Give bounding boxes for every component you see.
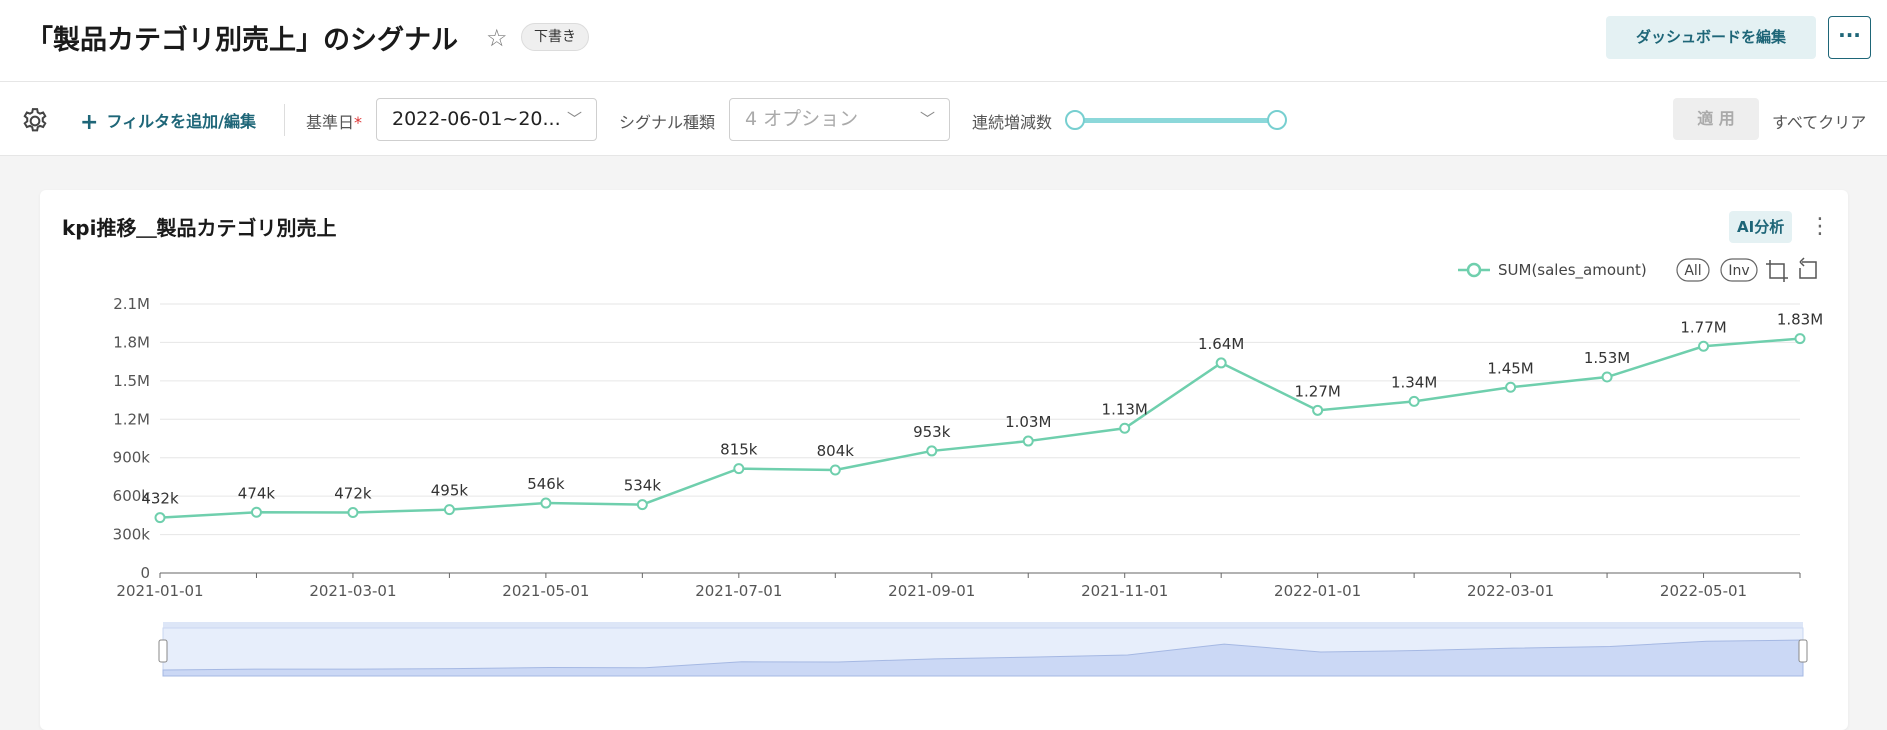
x-tick-label: 2022-05-01 <box>1660 582 1747 600</box>
zoom-slider-top-bar[interactable] <box>163 622 1803 630</box>
signal-type-placeholder: 4 オプション <box>745 108 859 130</box>
x-tick-label: 2022-01-01 <box>1274 582 1361 600</box>
x-tick-label: 2021-05-01 <box>502 582 589 600</box>
y-tick-label: 2.1M <box>113 295 150 313</box>
filter-bar: + フィルタを追加/編集 基準日* 2022-06-01~20... ﹀ シグナル… <box>0 82 1887 156</box>
draft-status-badge: 下書き <box>521 23 589 51</box>
invert-selection-label: Inv <box>1728 263 1749 279</box>
consecutive-count-slider-track[interactable] <box>1075 118 1278 123</box>
line-chart: 0 300k 600k 900k 1.2M 1.5M 1.8M 2.1M 2021-01-01 2… <box>113 257 1823 677</box>
data-label: 1.27M <box>1294 382 1340 400</box>
x-tick-label: 2021-09-01 <box>888 582 975 600</box>
data-point[interactable] <box>1505 381 1517 393</box>
data-point[interactable] <box>540 497 552 509</box>
data-label: 1.03M <box>1005 413 1051 431</box>
data-point[interactable] <box>1312 404 1324 416</box>
data-point[interactable] <box>829 464 841 476</box>
x-tick-label: 2021-07-01 <box>695 582 782 600</box>
slider-max-handle[interactable] <box>1267 110 1287 130</box>
zoom-slider-preview <box>162 639 1804 677</box>
data-point[interactable] <box>1022 435 1034 447</box>
y-tick-label: 900k <box>113 449 151 467</box>
data-point[interactable] <box>250 506 262 518</box>
add-filter-label: フィルタを追加/編集 <box>106 112 256 131</box>
ai-analysis-button[interactable]: AI分析 <box>1729 211 1793 243</box>
legend-marker-icon[interactable] <box>1466 262 1482 278</box>
data-point[interactable] <box>1408 395 1420 407</box>
gear-icon[interactable] <box>20 106 50 136</box>
data-label: 1.64M <box>1198 335 1244 353</box>
y-tick-label: 0 <box>140 564 150 582</box>
zoom-reset-icon[interactable] <box>1799 257 1817 279</box>
page-header: 「製品カテゴリ別売上」のシグナル ☆ 下書き ダッシュボードを編集 ··· <box>0 0 1887 82</box>
y-tick-label: 300k <box>113 526 151 544</box>
signal-type-select[interactable]: 4 オプション ﹀ <box>729 98 950 141</box>
x-tick-label: 2021-01-01 <box>116 582 203 600</box>
page-title: 「製品カテゴリ別売上」のシグナル <box>26 25 458 56</box>
data-label: 1.83M <box>1777 311 1823 329</box>
data-label: 432k <box>141 490 179 508</box>
edit-dashboard-button[interactable]: ダッシュボードを編集 <box>1606 16 1816 59</box>
data-label: 1.53M <box>1584 349 1630 367</box>
consecutive-count-label: 連続増減数 <box>972 113 1053 132</box>
divider <box>284 104 285 136</box>
clear-all-link[interactable]: すべてクリア <box>1772 113 1867 132</box>
signal-type-label: シグナル種類 <box>619 113 716 132</box>
data-label: 495k <box>431 482 469 500</box>
data-label: 1.77M <box>1680 318 1726 336</box>
select-all-button[interactable] <box>1676 258 1710 282</box>
zoom-slider-left-handle[interactable] <box>158 639 168 663</box>
base-date-label: 基準日* <box>306 109 362 133</box>
data-point[interactable] <box>1601 371 1613 383</box>
data-label: 1.13M <box>1102 400 1148 418</box>
add-filter-button[interactable]: + フィルタを追加/編集 <box>80 108 256 135</box>
data-label: 1.34M <box>1391 373 1437 391</box>
data-point[interactable] <box>347 507 359 519</box>
x-tick-label: 2022-03-01 <box>1467 582 1554 600</box>
data-point[interactable] <box>1698 340 1710 352</box>
required-marker: * <box>354 113 363 132</box>
data-point[interactable] <box>1215 357 1227 369</box>
data-point[interactable] <box>1794 333 1806 345</box>
plus-icon: + <box>80 110 99 135</box>
data-point[interactable] <box>443 504 455 516</box>
y-tick-label: 1.5M <box>113 372 150 390</box>
base-date-select[interactable]: 2022-06-01~20... ﹀ <box>376 98 597 141</box>
legend-label[interactable]: SUM(sales_amount) <box>1498 261 1647 280</box>
apply-button[interactable]: 適 用 <box>1673 98 1759 140</box>
slider-min-handle[interactable] <box>1065 110 1085 130</box>
chart-card: kpi推移＿製品カテゴリ別売上 AI分析 ⋮ 0 300k 600k 900k 1.2M… <box>40 190 1848 730</box>
base-date-label-text: 基準日 <box>306 113 355 132</box>
y-tick-label: 1.8M <box>113 333 150 351</box>
y-tick-label: 600k <box>113 487 151 505</box>
select-all-label: All <box>1684 263 1701 279</box>
data-label: 1.45M <box>1487 359 1533 377</box>
data-label: 953k <box>913 423 951 441</box>
data-label: 815k <box>720 441 758 459</box>
data-point[interactable] <box>154 512 166 524</box>
data-point[interactable] <box>1119 422 1131 434</box>
data-label: 546k <box>527 475 565 493</box>
data-point[interactable] <box>636 499 648 511</box>
data-point[interactable] <box>733 463 745 475</box>
zoom-slider-right-handle[interactable] <box>1798 639 1808 663</box>
data-label: 534k <box>624 477 662 495</box>
data-label: 472k <box>334 485 372 503</box>
chevron-down-icon: ﹀ <box>919 110 935 128</box>
more-options-button[interactable]: ··· <box>1828 16 1871 59</box>
data-label: 474k <box>238 484 276 502</box>
x-tick-label: 2021-11-01 <box>1081 582 1168 600</box>
data-zoom-icon[interactable] <box>1766 260 1788 282</box>
data-label: 804k <box>817 442 855 460</box>
chart-title: kpi推移＿製品カテゴリ別売上 <box>62 216 337 240</box>
invert-selection-button[interactable] <box>1720 258 1758 282</box>
series-line <box>159 337 1801 519</box>
x-tick-label: 2021-03-01 <box>309 582 396 600</box>
base-date-value: 2022-06-01~20... <box>392 108 561 130</box>
star-icon[interactable]: ☆ <box>486 24 508 52</box>
chevron-down-icon: ﹀ <box>566 110 582 128</box>
data-point[interactable] <box>926 445 938 457</box>
y-tick-label: 1.2M <box>113 410 150 428</box>
